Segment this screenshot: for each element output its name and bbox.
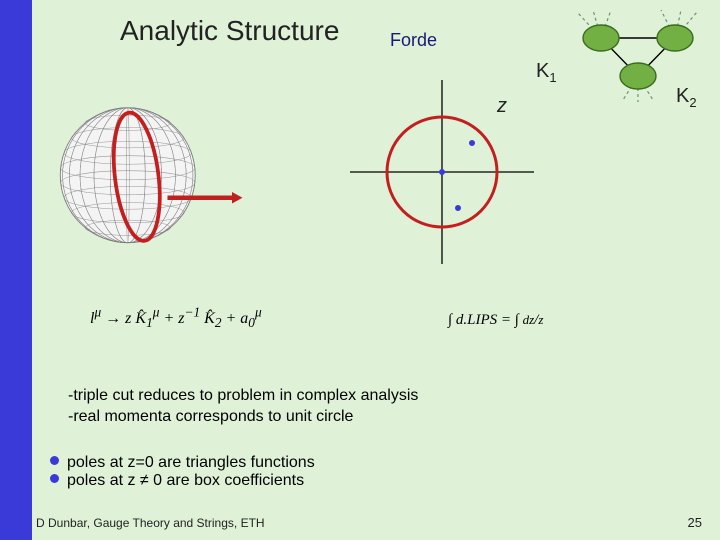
notes: -triple cut reduces to problem in comple… <box>68 386 418 428</box>
bullet-icon <box>50 474 59 483</box>
subtitle: Forde <box>390 30 437 51</box>
bullet-text-1: poles at z=0 are triangles functions <box>67 454 315 472</box>
footer-text: D Dunbar, Gauge Theory and Strings, ETH <box>36 516 265 530</box>
note-line-1: -triple cut reduces to problem in comple… <box>68 386 418 407</box>
bullet-row-1: poles at z=0 are triangles functions <box>50 454 315 472</box>
complex-plane-diagram <box>345 75 540 270</box>
bullet-row-2: poles at z ≠ 0 are box coefficients <box>50 472 315 490</box>
bullet-list: poles at z=0 are triangles functions pol… <box>50 454 315 490</box>
triple-cut-diagram <box>555 10 720 105</box>
bullet-icon <box>50 456 59 465</box>
page-title: Analytic Structure <box>120 15 339 47</box>
bullet-text-2: poles at z ≠ 0 are box coefficients <box>67 472 304 490</box>
formula-momentum: lμ → z K̂1μ + z−1 K̂2 + a0μ <box>90 310 262 328</box>
sphere-diagram <box>55 80 250 275</box>
page-number: 25 <box>688 515 702 530</box>
formula-lips: ∫ d.LIPS = ∫ dz/z <box>448 312 543 329</box>
sidebar-accent <box>0 0 32 540</box>
note-line-2: -real momenta corresponds to unit circle <box>68 407 418 428</box>
